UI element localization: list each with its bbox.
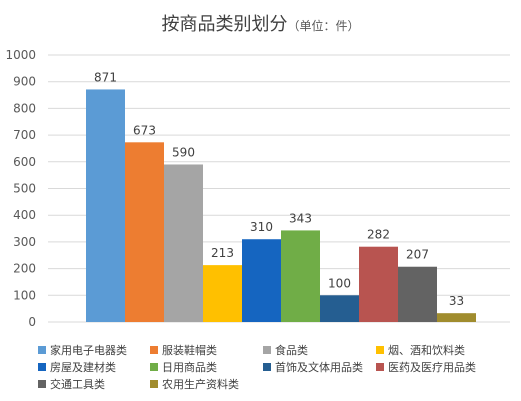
data-label: 207 bbox=[406, 248, 429, 262]
legend-label: 食品类 bbox=[275, 343, 308, 357]
bar bbox=[320, 295, 359, 322]
data-label: 213 bbox=[211, 246, 234, 260]
y-tick-label: 300 bbox=[13, 235, 36, 249]
legend-label: 交通工具类 bbox=[50, 377, 105, 391]
data-label: 310 bbox=[250, 220, 273, 234]
legend-swatch bbox=[263, 346, 271, 354]
bar bbox=[125, 142, 164, 322]
legend-label: 日用商品类 bbox=[162, 360, 217, 374]
y-tick-label: 500 bbox=[13, 182, 36, 196]
bar bbox=[437, 313, 476, 322]
y-tick-label: 800 bbox=[13, 101, 36, 115]
data-label: 590 bbox=[172, 145, 195, 159]
bar bbox=[281, 230, 320, 322]
y-tick-label: 0 bbox=[28, 315, 36, 329]
y-tick-label: 200 bbox=[13, 262, 36, 276]
y-tick-label: 700 bbox=[13, 128, 36, 142]
bar bbox=[242, 239, 281, 322]
chart-subtitle: （单位：件） bbox=[287, 19, 360, 33]
chart-title: 按商品类别划分 bbox=[161, 14, 288, 35]
y-tick-label: 400 bbox=[13, 208, 36, 222]
legend-label: 烟、酒和饮料类 bbox=[388, 343, 465, 357]
legend-label: 首饰及文体用品类 bbox=[275, 360, 363, 374]
legend-swatch bbox=[38, 363, 46, 371]
y-tick-label: 1000 bbox=[5, 48, 36, 62]
legend-swatch bbox=[38, 380, 46, 388]
chart-title-block: 按商品类别划分（单位：件） bbox=[0, 10, 521, 36]
data-label: 343 bbox=[289, 211, 312, 225]
legend-swatch bbox=[376, 346, 384, 354]
legend-swatch bbox=[150, 363, 158, 371]
data-label: 282 bbox=[367, 228, 390, 242]
legend-swatch bbox=[38, 346, 46, 354]
legend-label: 服装鞋帽类 bbox=[162, 343, 217, 357]
data-label: 871 bbox=[94, 70, 117, 84]
legend-label: 房屋及建材类 bbox=[50, 360, 116, 374]
bar bbox=[164, 164, 203, 322]
bar bbox=[398, 266, 437, 322]
data-label: 100 bbox=[328, 276, 351, 290]
bar bbox=[203, 265, 242, 322]
y-tick-label: 100 bbox=[13, 288, 36, 302]
legend-label: 医药及医疗用品类 bbox=[388, 360, 476, 374]
data-label: 673 bbox=[133, 123, 156, 137]
legend-swatch bbox=[376, 363, 384, 371]
legend-swatch bbox=[150, 346, 158, 354]
bar bbox=[86, 89, 125, 323]
legend-swatch bbox=[263, 363, 271, 371]
data-label: 33 bbox=[449, 294, 464, 308]
legend-swatch bbox=[150, 380, 158, 388]
y-tick-label: 900 bbox=[13, 75, 36, 89]
bar bbox=[359, 246, 398, 322]
legend-label: 农用生产资料类 bbox=[162, 377, 239, 391]
y-tick-label: 600 bbox=[13, 155, 36, 169]
legend-label: 家用电子电器类 bbox=[50, 343, 127, 357]
